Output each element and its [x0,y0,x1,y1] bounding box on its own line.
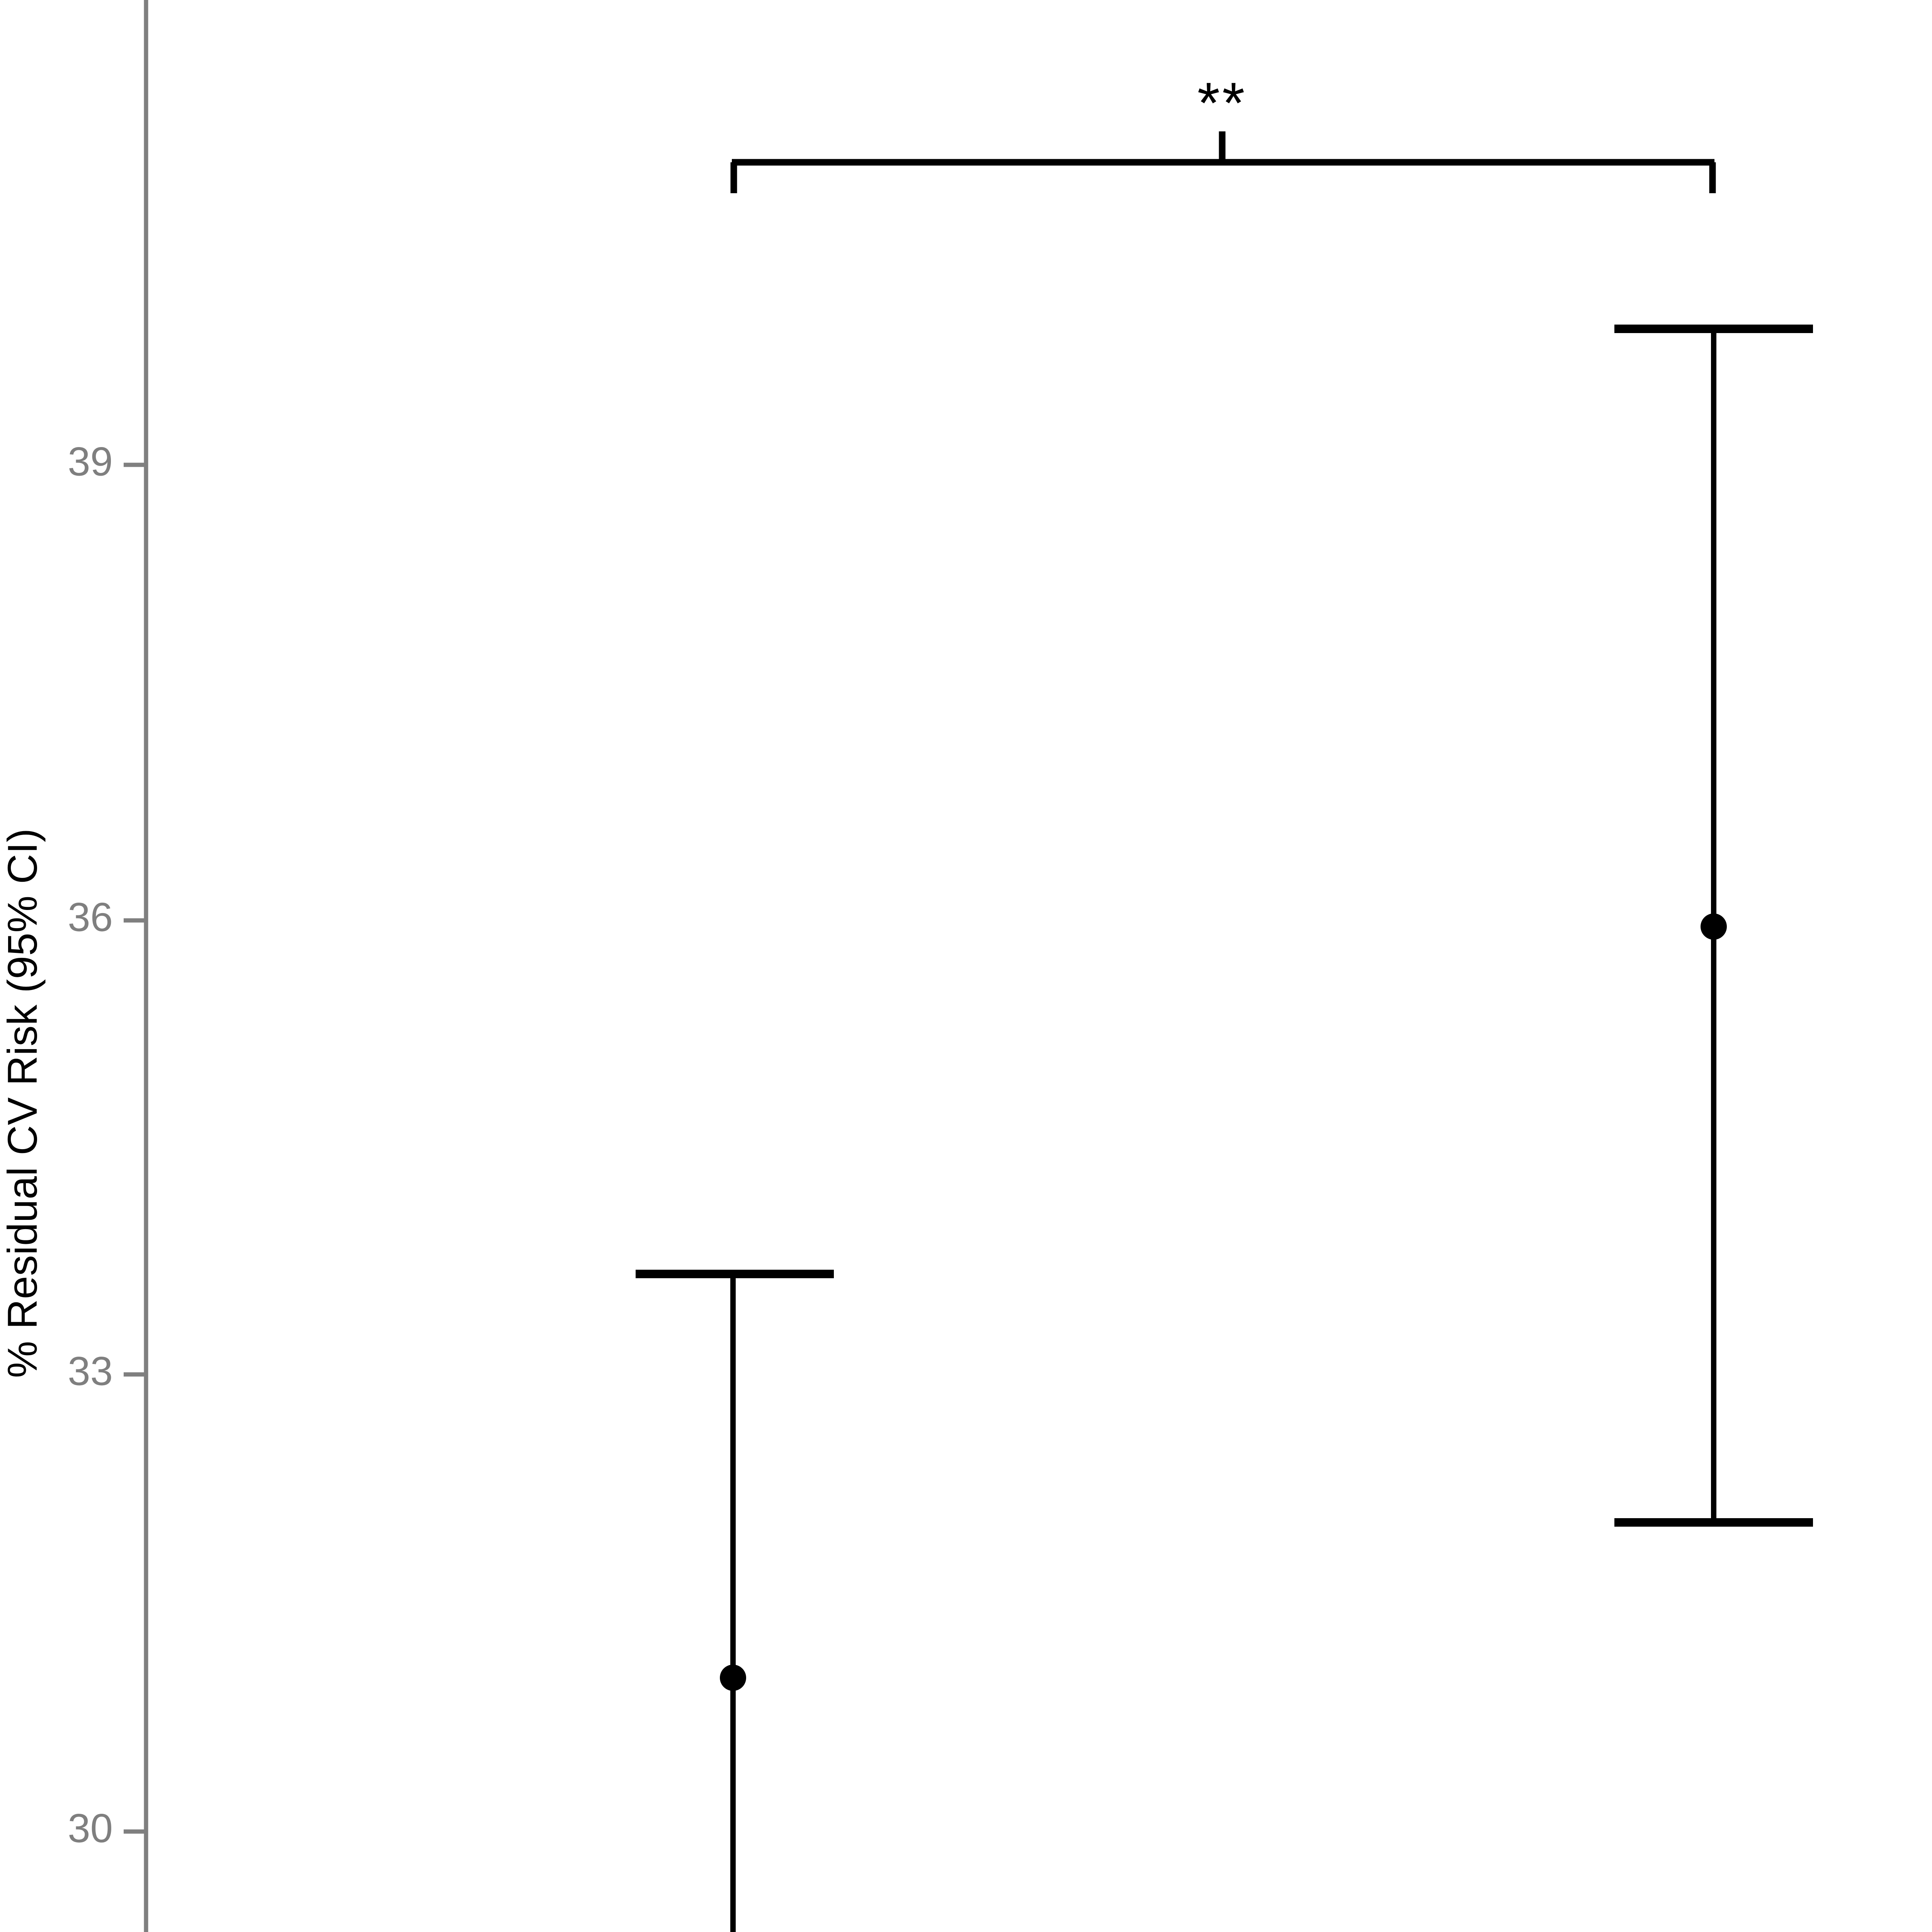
y-tick-label: 33 [68,1349,113,1394]
point-estimate-marker [720,1665,746,1691]
y-tick-label: 39 [68,439,113,485]
y-tick-label: 36 [68,895,113,940]
y-tick-39: 39 [68,439,146,485]
y-tick-36: 36 [68,895,146,940]
errorbar-chip-positive [1614,325,1813,1527]
y-tick-33: 33 [68,1349,146,1394]
y-axis-title: % Residual CV Risk (95% CI) [0,828,46,1378]
y-axis: 39 36 33 30 % Residual CV Risk (95% CI) [0,0,148,1932]
significance-label: ** [1197,70,1247,135]
errorbar-chip-negative [636,1270,834,1932]
point-estimate-marker [1701,913,1727,940]
y-tick-30: 30 [68,1806,146,1851]
y-tick-label: 30 [68,1806,113,1851]
significance-bracket: ** [730,70,1716,193]
